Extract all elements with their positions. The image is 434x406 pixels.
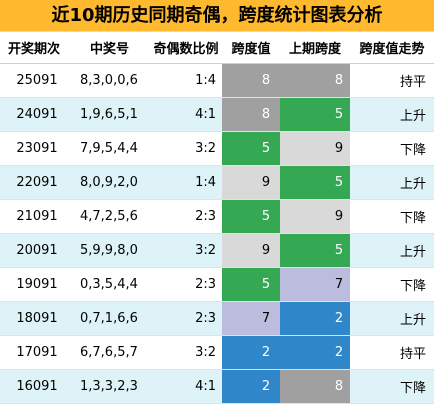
trend-cell: 上升 [399,109,426,124]
header-numbers: 中奖号 [90,42,130,57]
ratio-cell: 2:3 [195,209,216,224]
ratio-cell: 1:4 [195,73,216,88]
numbers-cell: 7,9,5,4,4 [80,141,138,156]
period-cell: 21091 [16,209,58,224]
trend-cell: 上升 [399,245,426,260]
trend-cell: 持平 [399,75,426,90]
numbers-cell: 0,7,1,6,6 [80,311,138,326]
period-cell: 24091 [16,107,58,122]
ratio-cell: 4:1 [195,379,216,394]
span-cell: 5 [222,132,280,165]
numbers-cell: 6,7,6,5,7 [80,345,138,360]
prev-span-cell: 7 [280,268,350,301]
numbers-cell: 0,3,5,4,4 [80,277,138,292]
period-cell: 23091 [16,141,58,156]
trend-cell: 上升 [399,313,426,328]
ratio-cell: 1:4 [195,175,216,190]
numbers-cell: 5,9,9,8,0 [80,243,138,258]
trend-cell: 下降 [399,211,426,226]
ratio-cell: 3:2 [195,141,216,156]
table-row: 20091 5,9,9,8,0 3:2 9 5 上升 [0,234,434,268]
trend-cell: 下降 [399,279,426,294]
prev-span-cell: 5 [280,98,350,131]
numbers-cell: 4,7,2,5,6 [80,209,138,224]
numbers-cell: 8,0,9,2,0 [80,175,138,190]
ratio-cell: 4:1 [195,107,216,122]
prev-span-cell: 9 [280,132,350,165]
period-cell: 18091 [16,311,58,326]
numbers-cell: 1,3,3,2,3 [80,379,138,394]
period-cell: 19091 [16,277,58,292]
period-cell: 22091 [16,175,58,190]
numbers-cell: 8,3,0,0,6 [80,73,138,88]
trend-cell: 下降 [399,143,426,158]
period-cell: 16091 [16,379,58,394]
table-row: 19091 0,3,5,4,4 2:3 5 7 下降 [0,268,434,302]
page-title: 近10期历史同期奇偶，跨度统计图表分析 [0,0,434,32]
prev-span-cell: 2 [280,302,350,335]
trend-cell: 上升 [399,177,426,192]
table-row: 25091 8,3,0,0,6 1:4 8 8 持平 [0,64,434,98]
span-cell: 7 [222,302,280,335]
period-cell: 17091 [16,345,58,360]
table-row: 18091 0,7,1,6,6 2:3 7 2 上升 [0,302,434,336]
prev-span-cell: 2 [280,336,350,369]
table-header: 开奖期次 中奖号 奇偶数比例 跨度值 上期跨度 跨度值走势 [0,32,434,64]
period-cell: 25091 [16,73,58,88]
prev-span-cell: 5 [280,234,350,267]
table-row: 22091 8,0,9,2,0 1:4 9 5 上升 [0,166,434,200]
span-cell: 8 [222,98,280,131]
prev-span-cell: 9 [280,200,350,233]
header-period: 开奖期次 [8,42,61,57]
ratio-cell: 3:2 [195,345,216,360]
ratio-cell: 2:3 [195,277,216,292]
table-row: 24091 1,9,6,5,1 4:1 8 5 上升 [0,98,434,132]
period-cell: 20091 [16,243,58,258]
ratio-cell: 2:3 [195,311,216,326]
table-row: 21091 4,7,2,5,6 2:3 5 9 下降 [0,200,434,234]
table-body: 25091 8,3,0,0,6 1:4 8 8 持平 24091 1,9,6,5,1 4:1 8 5… [0,64,434,404]
span-cell: 2 [222,336,280,369]
ratio-cell: 3:2 [195,243,216,258]
table-row: 17091 6,7,6,5,7 3:2 2 2 持平 [0,336,434,370]
header-prev-span: 上期跨度 [288,42,341,57]
span-cell: 9 [222,234,280,267]
span-cell: 8 [222,64,280,97]
span-cell: 5 [222,200,280,233]
span-cell: 9 [222,166,280,199]
trend-cell: 下降 [399,381,426,396]
header-span: 跨度值 [231,42,271,57]
span-cell: 2 [222,370,280,403]
table-row: 23091 7,9,5,4,4 3:2 5 9 下降 [0,132,434,166]
prev-span-cell: 5 [280,166,350,199]
numbers-cell: 1,9,6,5,1 [80,107,138,122]
prev-span-cell: 8 [280,370,350,403]
span-cell: 5 [222,268,280,301]
header-ratio: 奇偶数比例 [153,42,219,57]
trend-cell: 持平 [399,347,426,362]
header-trend: 跨度值走势 [359,42,425,57]
prev-span-cell: 8 [280,64,350,97]
table-row: 16091 1,3,3,2,3 4:1 2 8 下降 [0,370,434,404]
